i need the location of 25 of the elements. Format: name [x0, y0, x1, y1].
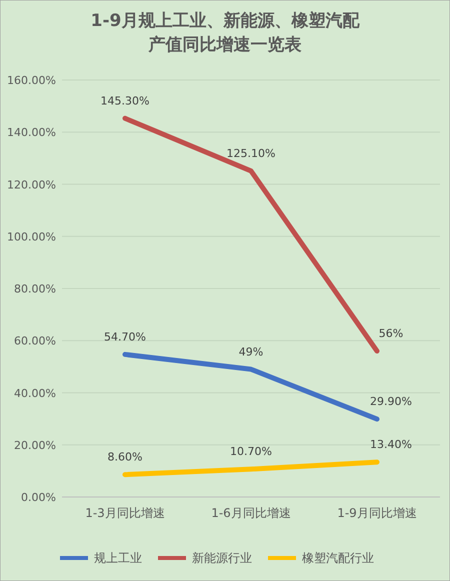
- data-label: 29.90%: [370, 395, 412, 408]
- x-tick-label: 1-9月同比增速: [337, 506, 417, 520]
- y-tick-label: 140.00%: [7, 126, 56, 140]
- y-tick-label: 0.00%: [21, 491, 56, 504]
- legend-label: 新能源行业: [192, 551, 252, 565]
- data-label: 125.10%: [226, 146, 276, 160]
- legend-label: 规上工业: [94, 551, 142, 565]
- chart-title: 1-9月规上工业、新能源、橡塑汽配产值同比增速一览表: [90, 10, 360, 55]
- data-label: 56%: [378, 327, 404, 340]
- legend-label: 橡塑汽配行业: [302, 551, 374, 565]
- x-tick-label: 1-3月同比增速: [85, 506, 165, 520]
- y-tick-label: 120.00%: [7, 178, 56, 192]
- y-tick-label: 60.00%: [14, 334, 56, 348]
- y-tick-label: 40.00%: [14, 386, 56, 400]
- data-label: 10.70%: [230, 445, 272, 458]
- data-label: 8.60%: [108, 450, 142, 464]
- y-tick-label: 160.00%: [7, 74, 56, 87]
- data-label: 54.70%: [104, 330, 146, 344]
- x-tick-label: 1-6月同比增速: [211, 506, 291, 520]
- y-tick-label: 80.00%: [14, 282, 56, 296]
- data-label: 145.30%: [100, 94, 150, 108]
- data-label: 13.40%: [370, 438, 412, 452]
- y-tick-label: 100.00%: [7, 230, 56, 244]
- data-label: 49%: [238, 345, 264, 358]
- y-tick-label: 20.00%: [14, 438, 56, 452]
